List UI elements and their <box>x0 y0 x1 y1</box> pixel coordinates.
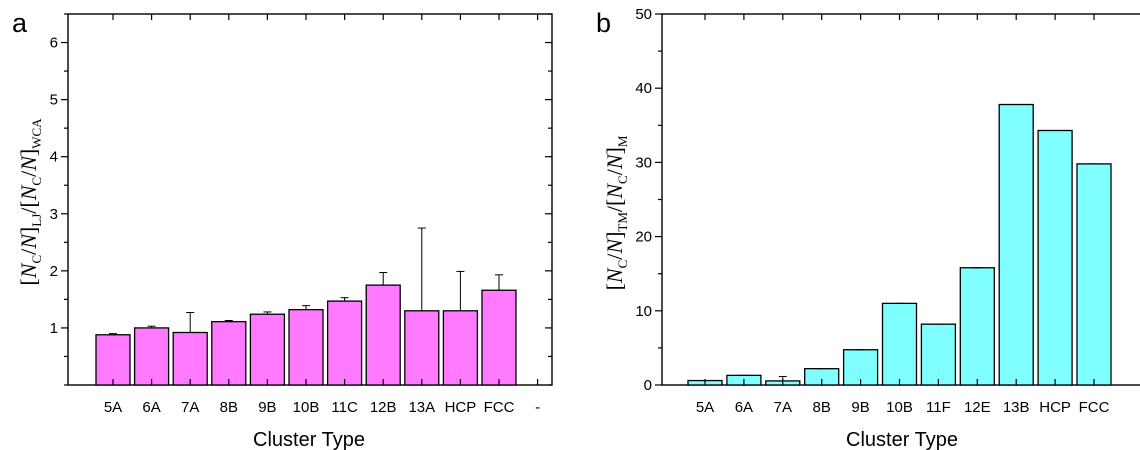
chart-a-x-tick-label: 6A <box>142 399 160 416</box>
chart-a-bar-fcc <box>481 289 517 386</box>
chart-a-x-tick-label: 12B <box>370 399 397 416</box>
chart-a-error-bar-5a <box>109 333 117 335</box>
chart-a: a [NC/N]LJ/[NC/N]WCA Cluster Type 1 2 3 4 5 6… <box>12 8 553 450</box>
chart-a-y-tick-label: 2 <box>50 263 58 280</box>
chart-a-x-tick-label: 13A <box>408 399 435 416</box>
chart-a-x-tick-label: 7A <box>181 399 199 416</box>
chart-a-error-bar-6a <box>147 325 156 328</box>
chart-a-x-axis-label: Cluster Type <box>253 429 365 450</box>
chart-b-bar-hcp <box>1037 129 1073 386</box>
chart-b-x-tick-label: 8B <box>813 399 831 416</box>
chart-a-bar-12b <box>365 284 401 386</box>
chart-b-y-tick-label: 20 <box>635 229 652 246</box>
chart-a-bar-10b <box>288 309 324 386</box>
chart-a-x-tick-label: 11C <box>331 399 358 416</box>
chart-a-y-tick-label: 4 <box>50 149 58 166</box>
chart-a-bar-5a <box>95 334 131 386</box>
chart-b-y-tick-label: 0 <box>644 377 652 394</box>
chart-b-panel-label: b <box>596 8 611 38</box>
chart-a-x-tick-label: FCC <box>484 399 515 416</box>
chart-a-error-bar-10b <box>302 305 310 310</box>
chart-a-y-axis-label: [NC/N]LJ/[NC/N]WCA <box>16 118 44 286</box>
chart-b: b [NC/N]TM/[NC/N]M Cluster Type 0 10 20 30 4… <box>596 6 1140 450</box>
chart-a-error-bar-fcc <box>495 274 503 291</box>
chart-b-y-axis-label: [NC/N]TM/[NC/N]M <box>602 135 630 290</box>
chart-a-bar-6a <box>133 327 170 386</box>
chart-a-error-bar-11c <box>340 297 349 302</box>
chart-a-x-tick-label: - <box>535 399 540 416</box>
chart-a-error-bar-9b <box>263 311 272 315</box>
chart-a-bar-11c <box>326 300 363 386</box>
chart-a-bar-hcp <box>442 310 479 386</box>
chart-a-y-tick-label: 5 <box>50 92 58 109</box>
chart-a-y-tick-label: 3 <box>50 206 58 223</box>
chart-a-error-bar-7a <box>186 312 195 333</box>
chart-b-x-tick-label: FCC <box>1079 399 1110 416</box>
chart-b-bar-11f <box>920 323 957 386</box>
chart-a-error-bar-hcp <box>456 270 465 311</box>
chart-a-y-tick-label: 6 <box>50 35 58 52</box>
chart-a-x-tick-label: 10B <box>293 399 320 416</box>
chart-a-x-tick-label: 8B <box>220 399 238 416</box>
chart-a-x-tick-label: HCP <box>445 399 477 416</box>
chart-b-x-tick-label: HCP <box>1039 399 1071 416</box>
chart-a-error-bar-13a <box>417 227 426 311</box>
chart-b-x-tick-label: 11F <box>926 399 951 416</box>
chart-b-x-tick-label: 7A <box>774 399 792 416</box>
chart-b-x-axis-label: Cluster Type <box>846 429 958 450</box>
chart-b-x-tick-label: 12E <box>964 399 991 416</box>
chart-b-x-tick-label: 6A <box>735 399 753 416</box>
chart-a-x-tick-label: 9B <box>258 399 276 416</box>
chart-a-bar-13a <box>404 310 440 386</box>
chart-a-y-tick-label: 1 <box>50 320 58 337</box>
chart-a-bar-9b <box>249 313 286 386</box>
chart-b-bar-fcc <box>1076 163 1112 386</box>
chart-b-y-tick-label: 10 <box>635 303 652 320</box>
chart-a-x-tick-label: 5A <box>104 399 122 416</box>
chart-b-x-tick-label: 10B <box>886 399 913 416</box>
chart-a-bar-7a <box>172 331 208 386</box>
chart-a-panel-label: a <box>12 8 28 38</box>
chart-b-bar-12e <box>959 267 995 386</box>
chart-a-error-bar-8b <box>224 320 233 322</box>
chart-b-x-tick-label: 9B <box>851 399 869 416</box>
chart-b-bar-13b <box>998 103 1034 386</box>
chart-b-y-tick-label: 40 <box>635 80 652 97</box>
chart-a-error-bar-12b <box>379 272 388 286</box>
chart-b-y-tick-label: 30 <box>635 154 652 171</box>
chart-b-x-tick-label: 5A <box>696 399 714 416</box>
chart-b-bar-10b <box>881 302 918 386</box>
chart-b-y-tick-label: 50 <box>635 6 652 23</box>
chart-b-x-tick-label: 13B <box>1003 399 1030 416</box>
chart-a-bar-8b <box>211 320 247 386</box>
